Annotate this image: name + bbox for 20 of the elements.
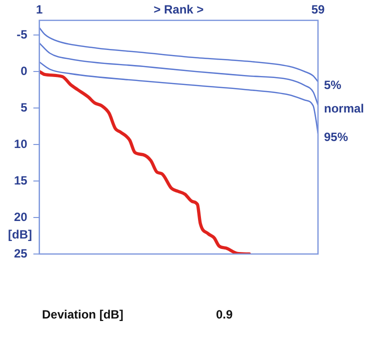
x-axis-title: > Rank >: [154, 2, 204, 16]
line-series: [39, 61, 318, 134]
y-tick-label: 25: [14, 246, 28, 260]
x-tick-label: 1: [36, 2, 44, 17]
y-tick-label: 0: [20, 64, 28, 78]
y-tick-label: 15: [14, 173, 28, 188]
series-label: 95%: [324, 130, 348, 144]
text: 0.9: [216, 307, 234, 322]
line-series: [39, 70, 251, 254]
series-label: 5%: [324, 78, 342, 92]
y-tick-label: -5: [16, 27, 28, 42]
series-label: normal: [324, 101, 364, 116]
y-tick-label: 5: [20, 100, 28, 114]
y-tick-label: 20: [14, 210, 28, 224]
text: Deviation [dB]: [42, 307, 124, 322]
y-tick-label: 10: [14, 136, 28, 151]
line-series: [39, 42, 318, 106]
x-tick-label: 59: [311, 2, 325, 17]
y-axis-title: [dB]: [8, 227, 32, 242]
line-series: [39, 27, 318, 82]
